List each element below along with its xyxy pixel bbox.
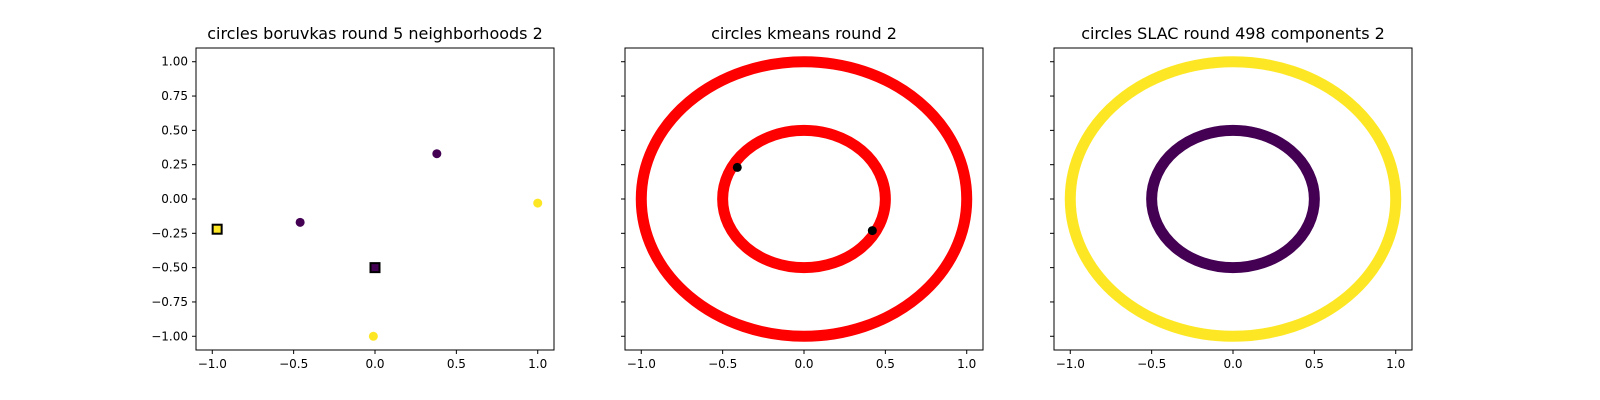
y-tick-label: −0.50 (151, 261, 188, 275)
y-tick-label: 0.00 (161, 192, 188, 206)
y-tick-label: −1.00 (151, 329, 188, 343)
plot-area (196, 48, 554, 350)
y-tick-label: 0.50 (161, 123, 188, 137)
y-tick-label: 0.75 (161, 89, 188, 103)
chart-boruvkas: −1.0 −0.5 0.0 0.5 1.0 1.00 0.75 0.50 0.25 0.00 −0.… (151, 24, 555, 371)
x-tick-label: 0.5 (1305, 357, 1324, 371)
x-tick-label: −0.5 (1137, 357, 1166, 371)
x-tick-label: 0.5 (447, 357, 466, 371)
data-point-0 (432, 149, 442, 159)
x-tick-label: −0.5 (279, 357, 308, 371)
data-point-2 (533, 198, 543, 208)
center-marker-1 (369, 262, 381, 274)
x-tick-label: −1.0 (627, 357, 656, 371)
y-tick-label: 1.00 (161, 55, 188, 69)
x-tick-label: −0.5 (708, 357, 737, 371)
x-tick-label: −1.0 (198, 357, 227, 371)
y-tick-label: 0.25 (161, 158, 188, 172)
ring-0 (1064, 56, 1402, 342)
chart-title: circles kmeans round 2 (711, 24, 897, 43)
x-tick-label: −1.0 (1056, 357, 1085, 371)
x-tick-label: 1.0 (528, 357, 547, 371)
data-point-3 (368, 331, 378, 341)
chart-kmeans: −1.0 −0.5 0.0 0.5 1.0 circles kmeans round 2 (621, 24, 984, 371)
chart-title: circles SLAC round 498 components 2 (1081, 24, 1385, 43)
x-tick-label: 0.0 (794, 357, 813, 371)
x-tick-label: 1.0 (1386, 357, 1405, 371)
plot-area (625, 48, 983, 350)
chart-title: circles boruvkas round 5 neighborhoods 2 (207, 24, 543, 43)
ring-1 (1146, 124, 1320, 274)
ring-1 (717, 124, 891, 274)
data-point-1 (295, 217, 305, 227)
y-tick-label: −0.75 (151, 295, 188, 309)
chart-slac: −1.0 −0.5 0.0 0.5 1.0 circles SLAC round 498 … (1050, 24, 1413, 371)
center-point-0 (732, 162, 742, 172)
x-tick-label: 0.0 (1223, 357, 1242, 371)
plot-area (1054, 48, 1412, 350)
ring-0 (635, 56, 973, 342)
x-tick-label: 0.5 (876, 357, 895, 371)
center-point-1 (867, 226, 877, 236)
y-tick-label: −0.25 (151, 226, 188, 240)
x-tick-label: 0.0 (365, 357, 384, 371)
center-marker-0 (211, 223, 223, 235)
x-tick-label: 1.0 (957, 357, 976, 371)
